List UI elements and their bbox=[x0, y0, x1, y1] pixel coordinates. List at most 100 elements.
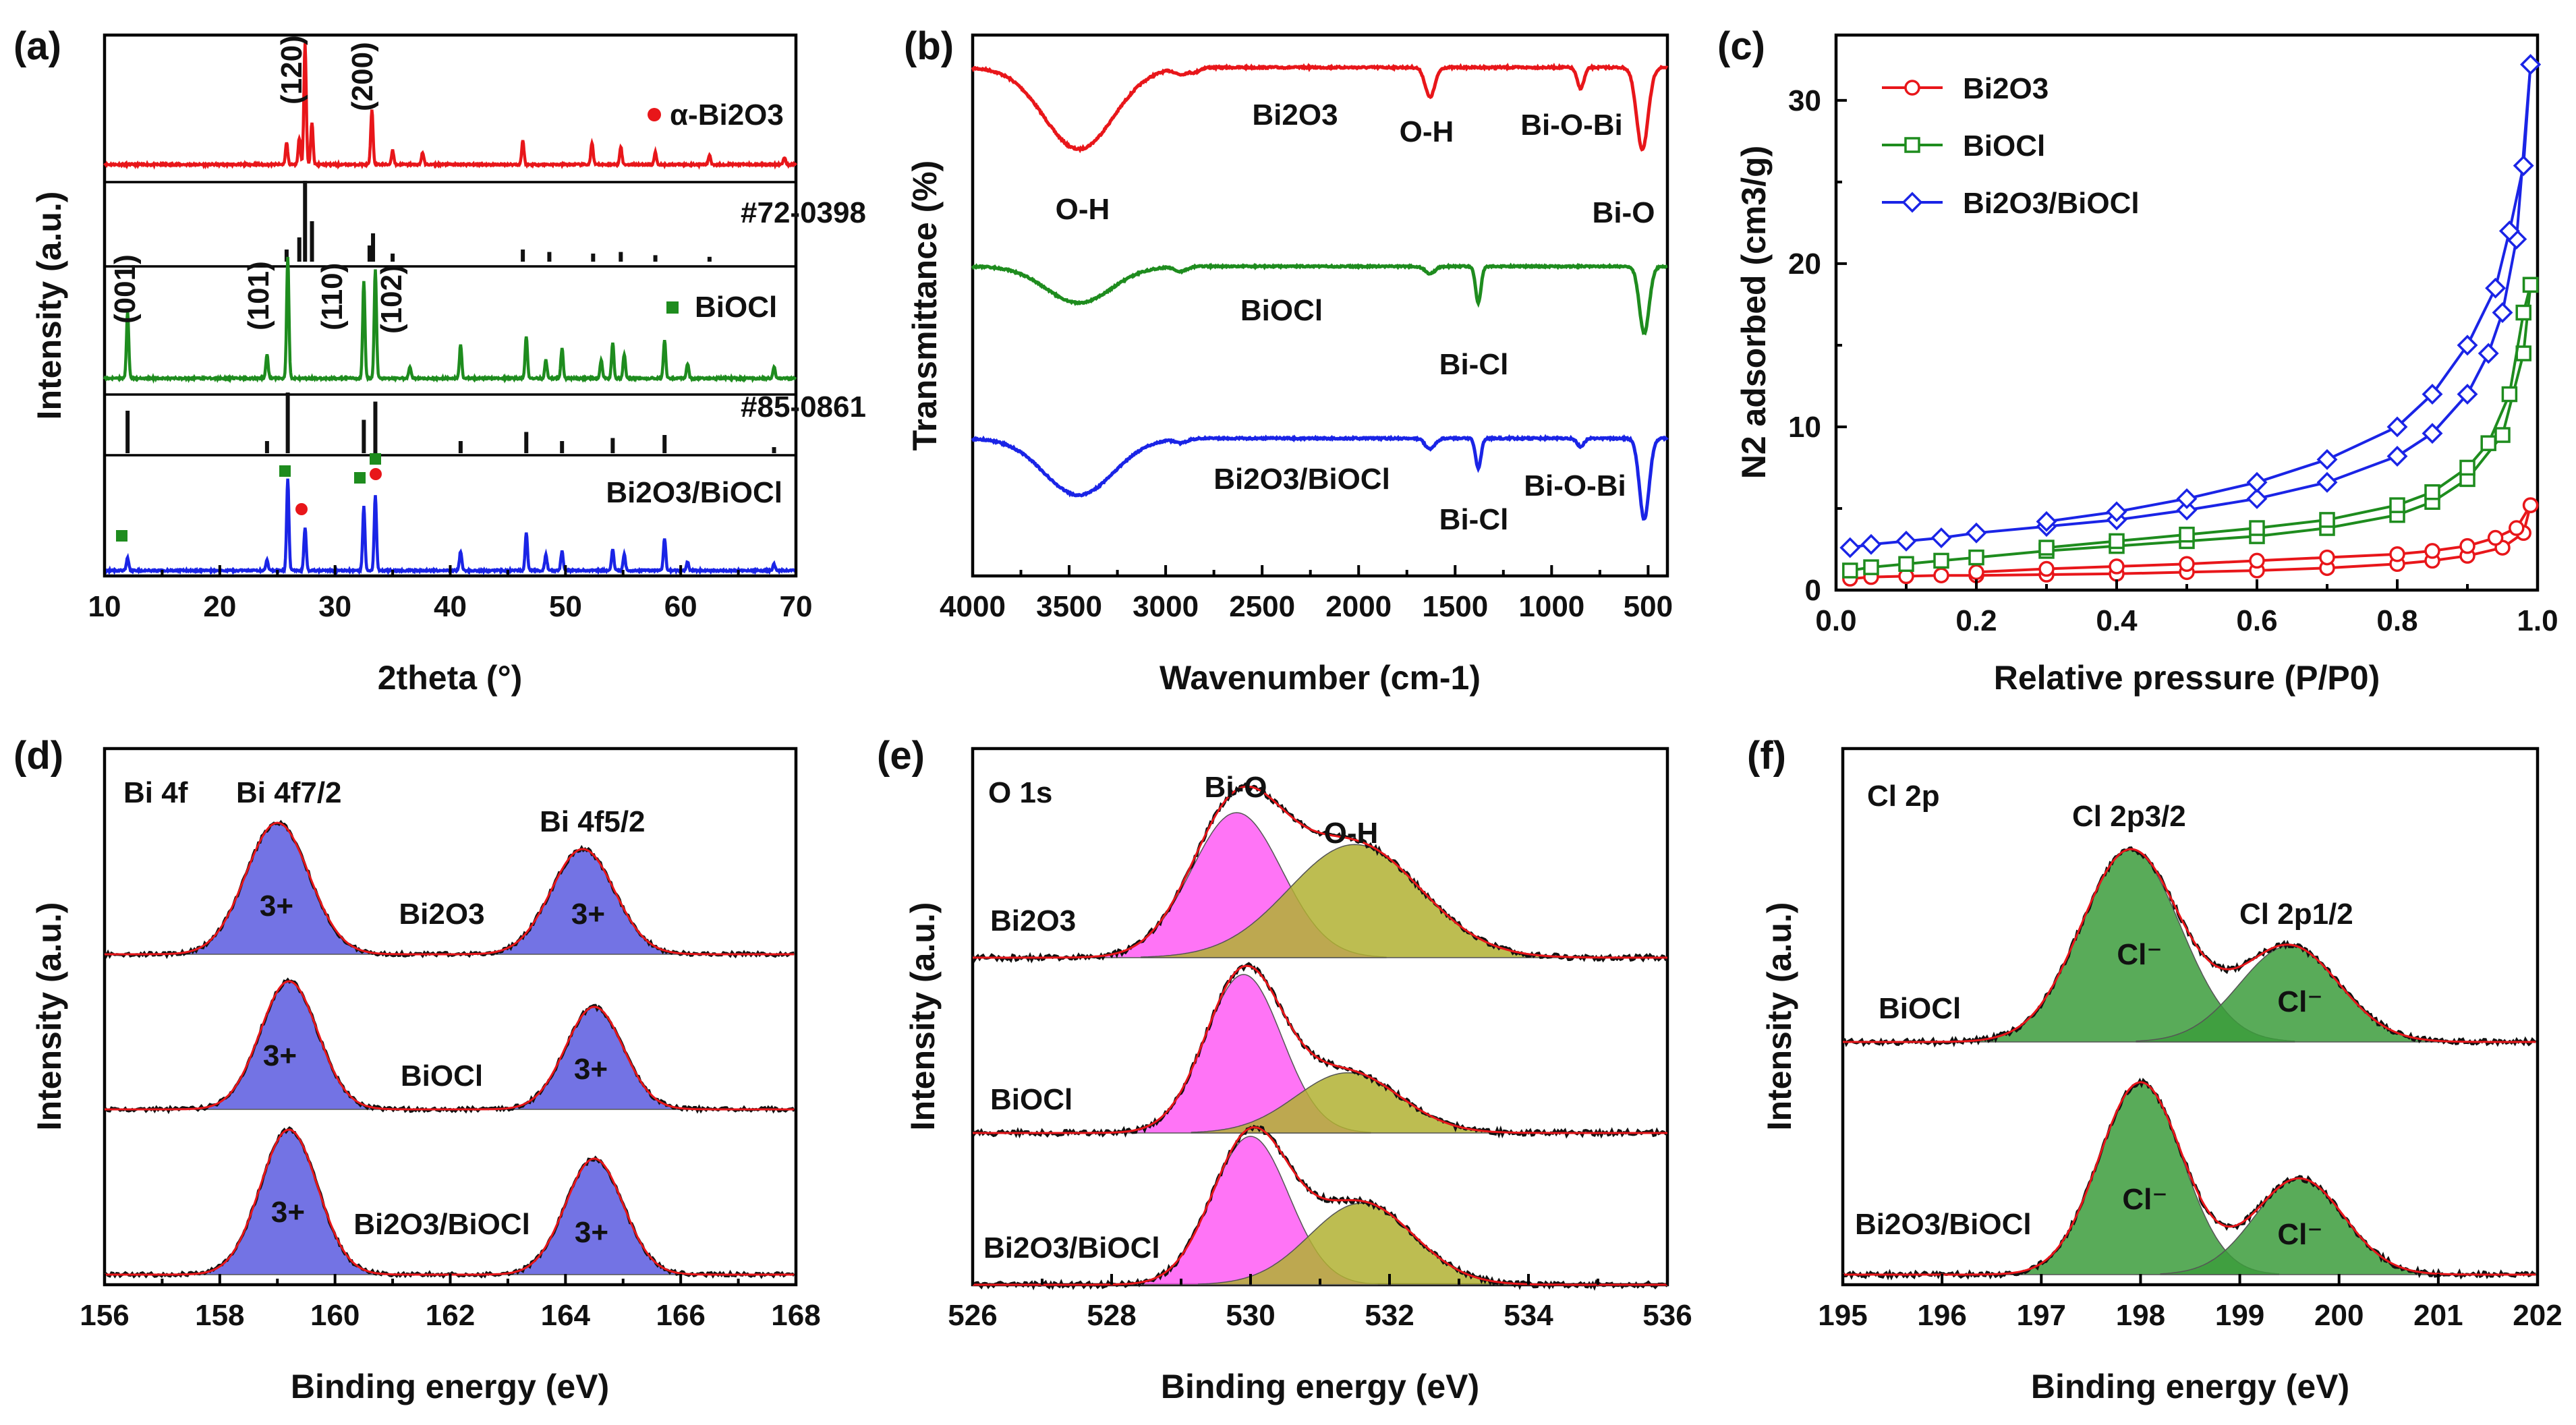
data-point bbox=[2316, 448, 2338, 470]
data-point bbox=[1839, 537, 1861, 558]
panel-xps-xtick-label: 530 bbox=[1226, 1299, 1275, 1332]
panel-a-xtick-label: 60 bbox=[664, 590, 697, 623]
data-point bbox=[2389, 497, 2405, 513]
panel-e-ylabel: Intensity (a.u.) bbox=[904, 902, 942, 1131]
data-point bbox=[2480, 435, 2496, 451]
panel-d: (d) 156 158 160 162 164 166 168 Binding energy… bbox=[13, 734, 821, 1405]
band-label: Bi-O bbox=[1593, 196, 1655, 229]
panel-b-xtick-label: 500 bbox=[1624, 590, 1673, 623]
state-label: Cl⁻ bbox=[2277, 985, 2322, 1018]
series-label-biocl: BiOCl bbox=[1240, 294, 1323, 327]
data-point bbox=[1930, 527, 1952, 549]
panel-a-xlabel: 2theta (°) bbox=[378, 659, 522, 697]
series-label-biocl: BiOCl bbox=[990, 1083, 1072, 1116]
panel-xps-xtick-label: 200 bbox=[2314, 1299, 2364, 1332]
data-point bbox=[1863, 559, 1879, 575]
panel-f: (f) 195 196 197 198 199 200 201 202 Binding ene… bbox=[1747, 734, 2563, 1405]
panel-c-xtick-label: 1.0 bbox=[2517, 604, 2558, 637]
peak-label: Bi 4f7/2 bbox=[236, 776, 342, 809]
data-point bbox=[2459, 537, 2475, 554]
hkl-label: (120) bbox=[275, 35, 308, 105]
legend-label-a-bi2o3: α-Bi2O3 bbox=[670, 98, 784, 132]
panel-b-ylabel: Transmittance (%) bbox=[906, 161, 944, 451]
hkl-label: (001) bbox=[109, 254, 142, 324]
panel-xps-xtick-label: 199 bbox=[2215, 1299, 2264, 1332]
xrd-pattern-line bbox=[103, 42, 797, 170]
data-point bbox=[1904, 137, 1920, 153]
legend-marker-a-bi2o3 bbox=[648, 108, 661, 121]
data-point bbox=[2522, 277, 2539, 293]
raw-spectrum-line bbox=[103, 819, 795, 960]
panel-xps-xtick-label: 160 bbox=[310, 1299, 360, 1332]
panel-c-ylabel: N2 adsorbed (cm3/g) bbox=[1735, 146, 1773, 479]
isotherm-desorption-line bbox=[2046, 284, 2532, 550]
envelope-fit-line bbox=[105, 980, 795, 1111]
data-point bbox=[1904, 80, 1920, 96]
series-label-biocl: BiOCl bbox=[401, 1059, 483, 1093]
data-point bbox=[2509, 520, 2525, 536]
data-point bbox=[2316, 471, 2338, 493]
ftir-spectrum-line bbox=[971, 262, 1668, 336]
ftir-spectrum-line bbox=[971, 62, 1669, 154]
panel-c-xtick-label: 0.6 bbox=[2236, 604, 2277, 637]
isotherm-adsorption-line bbox=[1850, 64, 2532, 550]
band-label: Bi-Cl bbox=[1439, 503, 1509, 536]
phase-marker-bi2o3 bbox=[295, 503, 308, 515]
panel-c-xtick-label: 0.0 bbox=[1815, 604, 1856, 637]
data-point bbox=[2036, 511, 2057, 532]
envelope-fit-line bbox=[1843, 848, 2536, 1043]
data-point bbox=[2520, 54, 2542, 76]
state-label: 3+ bbox=[574, 1053, 608, 1086]
xrd-pattern-line bbox=[103, 256, 797, 384]
panel-xps-xtick-label: 162 bbox=[426, 1299, 475, 1332]
hkl-label: (200) bbox=[346, 42, 379, 111]
panel-b-label: (b) bbox=[904, 24, 954, 68]
phase-marker-bi2o3 bbox=[370, 468, 382, 480]
data-point bbox=[2038, 540, 2055, 556]
data-point bbox=[1966, 522, 1987, 544]
panel-c: (c) 0.0 0.2 0.4 0.6 0.8 1.0 0 10 20 30 Relative p… bbox=[1717, 24, 2558, 697]
panel-b-xtick-label: 3000 bbox=[1133, 590, 1199, 623]
data-point bbox=[2494, 427, 2511, 443]
legend-label: Bi2O3 bbox=[1963, 72, 2049, 105]
data-point bbox=[1933, 552, 1949, 569]
data-point bbox=[2109, 558, 2125, 575]
panel-e-xlabel: Binding energy (eV) bbox=[1161, 1368, 1479, 1405]
data-point bbox=[2386, 416, 2408, 438]
envelope-fit-line bbox=[973, 964, 1667, 1134]
data-point bbox=[2492, 302, 2513, 323]
panel-c-ytick-label: 10 bbox=[1788, 411, 1821, 444]
panel-c-xlabel: Relative pressure (P/P0) bbox=[1994, 659, 2380, 697]
panel-b-xtick-label: 1000 bbox=[1518, 590, 1584, 623]
state-label: 3+ bbox=[575, 1216, 608, 1249]
panel-f-label: (f) bbox=[1747, 734, 1786, 778]
pdf-card-label: #85-0861 bbox=[741, 390, 866, 424]
fitted-peak-area bbox=[173, 822, 382, 955]
hkl-label: (110) bbox=[316, 263, 349, 330]
panel-a-label: (a) bbox=[13, 24, 61, 68]
ftir-spectrum-line bbox=[971, 434, 1669, 521]
isotherm-desorption-line bbox=[2046, 64, 2532, 523]
panel-c-xtick-label: 0.2 bbox=[1955, 604, 1997, 637]
data-point bbox=[2109, 533, 2125, 550]
panel-xps-xtick-label: 198 bbox=[2116, 1299, 2165, 1332]
legend-marker-a-biocl bbox=[666, 301, 679, 314]
series-label-composite: Bi2O3/BiOCl bbox=[353, 1208, 530, 1241]
panel-b-xtick-label: 3500 bbox=[1036, 590, 1102, 623]
data-point bbox=[2478, 343, 2499, 364]
panel-xps-xtick-label: 166 bbox=[656, 1299, 705, 1332]
data-point bbox=[2246, 488, 2268, 509]
data-point bbox=[2176, 488, 2198, 509]
data-point bbox=[2457, 335, 2478, 356]
panel-xps-xtick-label: 168 bbox=[771, 1299, 820, 1332]
panel-f-ylabel: Intensity (a.u.) bbox=[1761, 902, 1798, 1131]
panel-xps-xtick-label: 164 bbox=[541, 1299, 591, 1332]
panel-e-frame bbox=[971, 747, 1669, 1287]
panel-xps-xtick-label: 156 bbox=[80, 1299, 129, 1332]
panel-xps-xtick-label: 196 bbox=[1917, 1299, 1966, 1332]
data-point bbox=[2485, 277, 2507, 299]
panel-xps-xtick-label: 195 bbox=[1818, 1299, 1867, 1332]
panel-a-xtick-label: 20 bbox=[203, 590, 236, 623]
state-label: Cl⁻ bbox=[2277, 1218, 2322, 1251]
data-point bbox=[2422, 384, 2443, 405]
